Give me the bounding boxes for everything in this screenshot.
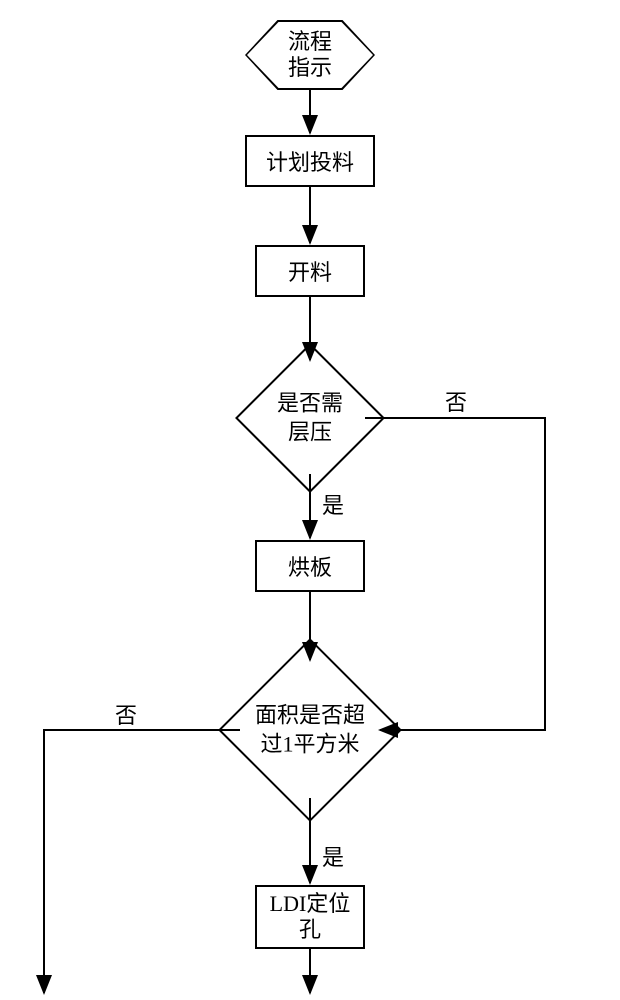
flowchart-plan-node: 计划投料 [245,135,375,187]
flowchart-start-inner: 流程 指示 [247,22,373,88]
flowchart-area-label: 面积是否超 过1平方米 [219,701,401,758]
flowchart-plan-label: 计划投料 [266,145,354,177]
flowchart-bake-node: 烘板 [255,540,365,592]
flowchart-no2-label: 否 [115,698,137,730]
flowchart-laminate-label: 是否需 层压 [236,389,384,446]
flowchart-cut-label: 开料 [288,255,332,287]
flowchart-start-label: 流程 指示 [288,29,332,82]
flowchart-area-decision: 面积是否超 过1平方米 [245,665,375,795]
flowchart-yes1-label: 是 [322,488,344,520]
flowchart-yes2-label: 是 [322,840,344,872]
flowchart-start-node: 流程 指示 [245,20,375,90]
flowchart-ldi-node: LDI定位 孔 [255,885,365,949]
flowchart-no1-label: 否 [445,385,467,417]
flowchart-laminate-decision: 是否需 层压 [257,365,363,471]
flowchart-ldi-label: LDI定位 孔 [270,891,351,944]
flowchart-cut-node: 开料 [255,245,365,297]
flowchart-bake-label: 烘板 [288,550,332,582]
